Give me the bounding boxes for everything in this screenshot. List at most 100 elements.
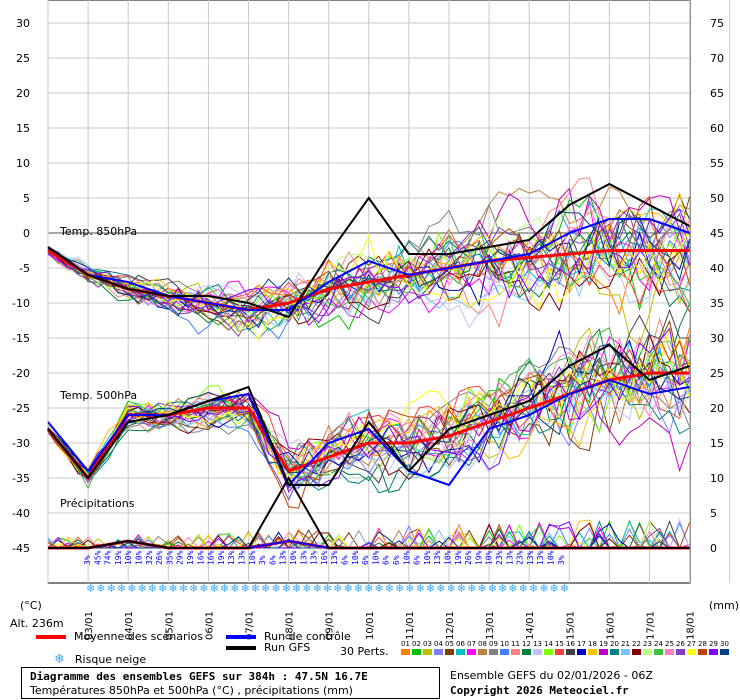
snow-risk-percent: 6%: [341, 555, 350, 565]
snowflake-icon: ❄: [374, 582, 383, 595]
pert-number: 19: [599, 640, 608, 648]
pert-key-item: 19: [598, 640, 609, 655]
pert-number: 14: [544, 640, 553, 648]
pert-swatch: [687, 649, 696, 655]
pert-number: 02: [412, 640, 421, 648]
snow-risk-percent: 13%: [279, 550, 288, 565]
pert-number: 20: [610, 640, 619, 648]
snowflake-icon: ❄: [519, 582, 528, 595]
pert-key-item: 01: [400, 640, 411, 655]
pert-swatch: [709, 649, 718, 655]
pert-key-item: 23: [642, 640, 653, 655]
pert-number: 06: [456, 640, 465, 648]
left-tick-label: -35: [12, 472, 30, 485]
series-line-t500: [47, 343, 690, 486]
ensemble-member-line: [47, 211, 691, 317]
series-line-t850: [47, 182, 691, 319]
pert-swatch: [555, 649, 564, 655]
pert-key-item: 27: [686, 640, 697, 655]
left-tick-label: -45: [12, 542, 30, 555]
grid: [47, 0, 731, 583]
date-label: 16/01: [605, 611, 616, 640]
snow-risk-percent: 10%: [423, 550, 432, 565]
snowflake-icon: ❄: [138, 582, 147, 595]
snow-risk-percent: 19%: [186, 550, 195, 565]
right-tick-label: 45: [710, 227, 724, 240]
snow-risk-percent: 23%: [516, 550, 525, 565]
pert-swatch: [533, 649, 542, 655]
ensemble-member-line: [47, 343, 690, 474]
date-label: 14/01: [525, 611, 536, 640]
right-tick-label: 50: [710, 192, 724, 205]
pert-swatch: [588, 649, 597, 655]
snowflake-icon: ❄: [54, 652, 65, 667]
snowflake-icon: ❄: [271, 582, 280, 595]
pert-key-item: 24: [653, 640, 664, 655]
snowflake-icon: ❄: [385, 582, 394, 595]
snowflake-icon: ❄: [323, 582, 332, 595]
snow-risk-percent: 32%: [145, 550, 154, 565]
legend-gfs-label: Run GFS: [264, 641, 311, 654]
ensemble-member-line: [47, 373, 690, 489]
section-label: Temp. 850hPa: [59, 225, 137, 238]
pert-number: 03: [423, 640, 432, 648]
date-label: 12/01: [445, 611, 456, 640]
snow-risk-percent: 13%: [330, 550, 339, 565]
snowflake-icon: ❄: [467, 582, 476, 595]
legend-control: Run de contrôle: [226, 630, 351, 643]
snow-risk-percent: 10%: [135, 550, 144, 565]
pert-number: 26: [676, 640, 685, 648]
pert-number: 09: [489, 640, 498, 648]
date-label: 10/01: [365, 611, 376, 640]
right-tick-label: 35: [710, 297, 724, 310]
legend-mean: Moyenne des scénarios: [36, 630, 203, 643]
snowflake-icon: ❄: [189, 582, 198, 595]
snowflake-icon: ❄: [107, 582, 116, 595]
snowflake-icon: ❄: [550, 582, 559, 595]
date-label: 09/01: [325, 611, 336, 640]
left-tick-label: 5: [23, 192, 30, 205]
snow-risk-percent: 13%: [238, 550, 247, 565]
pert-number: 30: [720, 640, 729, 648]
snow-risk-percent: 13%: [526, 550, 535, 565]
snow-risk-percent: 10%: [402, 550, 411, 565]
snowflake-icon: ❄: [261, 582, 270, 595]
left-tick-label: -40: [12, 507, 30, 520]
ensemble-member-line: [47, 230, 691, 327]
snowflake-icon: ❄: [230, 582, 239, 595]
pert-number: 25: [665, 640, 674, 648]
pert-swatch: [577, 649, 586, 655]
pert-key-item: 14: [543, 640, 554, 655]
pert-key-item: 20: [609, 640, 620, 655]
pert-key-item: 13: [532, 640, 543, 655]
pert-key-item: 08: [477, 640, 488, 655]
snow-risk-percent: 6%: [268, 555, 277, 565]
legend-gfs: Run GFS: [226, 641, 310, 654]
pert-key-item: 18: [587, 640, 598, 655]
snow-risk-percent: 6%: [382, 555, 391, 565]
right-tick-label: 5: [710, 507, 717, 520]
pert-number: 28: [698, 640, 707, 648]
left-tick-label: -20: [12, 367, 30, 380]
left-tick-label: -5: [19, 262, 30, 275]
pert-swatch: [434, 649, 443, 655]
pert-number: 15: [555, 640, 564, 648]
snow-risk-percent: 45%: [93, 550, 102, 565]
pert-key-item: 12: [521, 640, 532, 655]
snowflake-icon: ❄: [529, 582, 538, 595]
pert-swatch: [544, 649, 553, 655]
pert-key-item: 16: [565, 640, 576, 655]
snowflake-icon: ❄: [416, 582, 425, 595]
pert-number: 17: [577, 640, 586, 648]
snowflake-icon: ❄: [405, 582, 414, 595]
snowflake-icon: ❄: [313, 582, 322, 595]
right-tick-label: 30: [710, 332, 724, 345]
snowflake-icon: ❄: [148, 582, 157, 595]
perts-label: 30 Perts.: [340, 645, 389, 658]
snow-risk-percent: 10%: [444, 550, 453, 565]
pert-key-item: 05: [444, 640, 455, 655]
right-tick-label: 65: [710, 87, 724, 100]
left-tick-label: -30: [12, 437, 30, 450]
left-tick-label: 25: [16, 52, 30, 65]
pert-swatch: [610, 649, 619, 655]
